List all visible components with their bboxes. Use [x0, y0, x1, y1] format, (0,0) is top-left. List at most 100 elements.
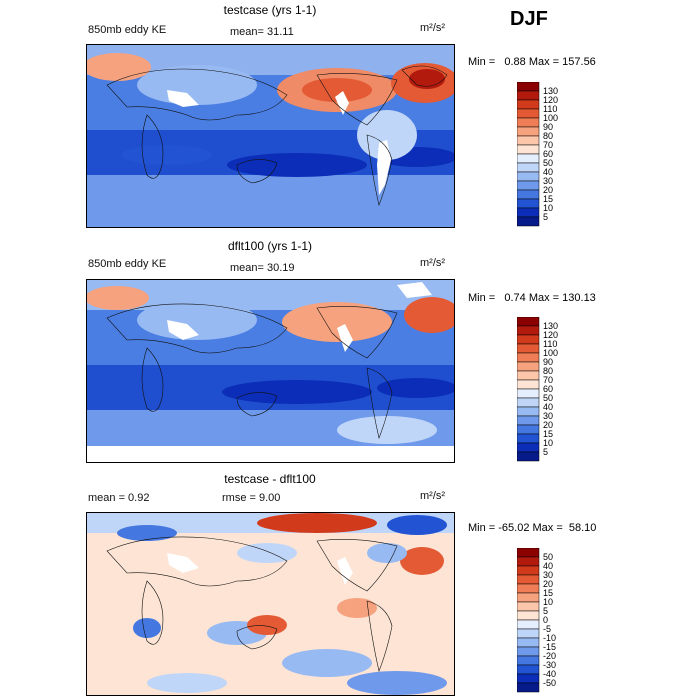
panel-1-colorbar: 130 120 110 100 90 80 70 60 50 40 30 20 15 10 5 — [516, 81, 577, 233]
colorbar-swatch — [516, 216, 540, 227]
panel-2-map — [86, 279, 455, 463]
colorbar-swatch — [516, 406, 540, 417]
colorbar-label: 0 — [543, 615, 548, 625]
colorbar-label: 50 — [543, 158, 553, 168]
panel-1-minmax: Min = 0.88 Max = 157.56 — [468, 56, 596, 68]
colorbar-swatch — [516, 198, 540, 209]
colorbar-swatch — [516, 180, 540, 191]
colorbar-swatch — [516, 144, 540, 155]
colorbar-label: 10 — [543, 597, 553, 607]
colorbar-swatch — [516, 628, 540, 639]
colorbar-label: 20 — [543, 185, 553, 195]
colorbar-label: -50 — [543, 678, 556, 688]
panel-3-mean: mean = 0.92 — [88, 492, 150, 504]
colorbar-label: 30 — [543, 570, 553, 580]
colorbar-label: 130 — [543, 86, 558, 96]
panel-1-mean: mean= 31.11 — [230, 26, 294, 38]
colorbar-label: 50 — [543, 552, 553, 562]
colorbar-label: 5 — [543, 606, 548, 616]
colorbar-swatch — [516, 646, 540, 657]
colorbar-label: -10 — [543, 633, 556, 643]
colorbar-swatch — [516, 556, 540, 567]
colorbar-swatch — [516, 361, 540, 372]
colorbar-label: 110 — [543, 104, 557, 114]
colorbar-swatch — [516, 451, 540, 462]
colorbar-swatch — [516, 108, 540, 119]
colorbar-swatch — [516, 601, 540, 612]
panel-2-map-field — [87, 280, 454, 462]
colorbar-swatch — [516, 619, 540, 630]
panel-1-variable: 850mb eddy KE — [88, 24, 167, 36]
colorbar-swatch — [516, 610, 540, 621]
colorbar-swatch — [516, 189, 540, 200]
colorbar-label: 70 — [543, 375, 553, 385]
colorbar-swatch — [516, 682, 540, 693]
panel-2-minmax: Min = 0.74 Max = 130.13 — [468, 292, 596, 304]
colorbar-swatch — [516, 397, 540, 408]
panel-3-rmse: rmse = 9.00 — [222, 492, 281, 504]
colorbar-swatch — [516, 655, 540, 666]
colorbar-swatch — [516, 415, 540, 426]
panel-2-variable: 850mb eddy KE — [88, 258, 167, 270]
colorbar-swatch — [516, 583, 540, 594]
panel-3-minmax: Min = -65.02 Max = 58.10 — [468, 522, 597, 534]
colorbar-label: -15 — [543, 642, 556, 652]
colorbar-label: 40 — [543, 561, 553, 571]
colorbar-label: -5 — [543, 624, 551, 634]
colorbar-swatch — [516, 637, 540, 648]
colorbar-swatch — [516, 162, 540, 173]
colorbar-label: 15 — [543, 588, 553, 598]
panel-2-units: m²/s² — [420, 257, 446, 269]
colorbar-label: 10 — [543, 203, 553, 213]
panel-3-units: m²/s² — [420, 490, 446, 502]
colorbar-label: -40 — [543, 669, 556, 679]
colorbar-swatch — [516, 334, 540, 345]
colorbar-label: 30 — [543, 411, 553, 421]
colorbar-swatch — [516, 379, 540, 390]
colorbar-label: 10 — [543, 438, 553, 448]
colorbar-label: 60 — [543, 149, 553, 159]
colorbar-label: 30 — [543, 176, 553, 186]
colorbar-label: 70 — [543, 140, 553, 150]
colorbar-label: -20 — [543, 651, 556, 661]
colorbar-swatch — [516, 126, 540, 137]
colorbar-label: 120 — [543, 95, 558, 105]
panel-3-colorbar: 50 40 30 20 15 10 5 0 -5 -10 -15 -20 -30 -40 -50 — [516, 547, 577, 699]
colorbar-swatch — [516, 547, 540, 558]
panel-3-title: testcase - dflt100 — [224, 472, 316, 486]
colorbar-label: 90 — [543, 122, 553, 132]
panel-1-map-field — [87, 45, 454, 227]
colorbar-swatch — [516, 442, 540, 453]
colorbar-label: 5 — [543, 447, 548, 457]
colorbar-label: 130 — [543, 321, 558, 331]
colorbar-swatch — [516, 99, 540, 110]
colorbar-swatch — [516, 370, 540, 381]
colorbar-label: 100 — [543, 348, 558, 358]
panel-2-mean: mean= 30.19 — [230, 262, 295, 274]
colorbar-label: 20 — [543, 579, 553, 589]
colorbar-swatch — [516, 352, 540, 363]
colorbar-label: 50 — [543, 393, 553, 403]
colorbar-swatch — [516, 424, 540, 435]
colorbar-label: 120 — [543, 330, 558, 340]
panel-3-map — [86, 512, 455, 696]
colorbar-label: 60 — [543, 384, 553, 394]
colorbar-swatch — [516, 81, 540, 92]
colorbar-swatch — [516, 433, 540, 444]
season-label: DJF — [510, 8, 548, 30]
panel-2-title: dflt100 (yrs 1-1) — [227, 239, 313, 253]
colorbar-label: 15 — [543, 194, 553, 204]
colorbar-swatch — [516, 153, 540, 164]
colorbar-swatch — [516, 90, 540, 101]
colorbar-swatch — [516, 135, 540, 146]
colorbar-swatch — [516, 325, 540, 336]
colorbar-swatch — [516, 207, 540, 218]
panel-1-title: testcase (yrs 1-1) — [223, 3, 317, 17]
colorbar-swatch — [516, 592, 540, 603]
colorbar-label: 15 — [543, 429, 553, 439]
panel-1-map — [86, 44, 455, 228]
colorbar-swatch — [516, 388, 540, 399]
